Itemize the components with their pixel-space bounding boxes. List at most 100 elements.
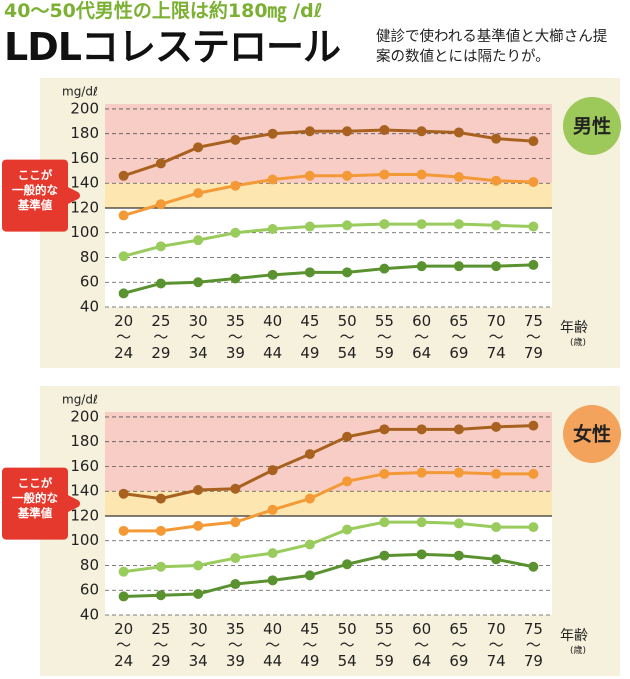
data-point: [342, 559, 353, 570]
series-line: [123, 424, 534, 501]
data-point: [491, 133, 502, 144]
series-line: [123, 520, 534, 574]
data-point: [155, 590, 166, 601]
y-tick-label: 180: [70, 124, 99, 142]
data-point: [193, 588, 204, 599]
x-tick-label: 35 〜 39: [225, 312, 245, 362]
data-point: [193, 142, 204, 153]
x-tick-label: 30 〜 34: [188, 620, 208, 670]
x-tick-label: 75 〜 79: [523, 312, 543, 362]
x-tick-label: 65 〜 69: [449, 620, 469, 670]
data-point: [304, 221, 315, 232]
y-tick-label: 100: [70, 223, 99, 241]
y-tick-label: 40: [80, 606, 99, 624]
data-point: [267, 548, 278, 559]
data-point: [453, 550, 464, 561]
data-point: [155, 493, 166, 504]
data-point: [453, 261, 464, 272]
data-point: [453, 172, 464, 183]
data-point: [416, 169, 427, 180]
data-point: [528, 468, 539, 479]
data-point: [491, 554, 502, 565]
data-point: [304, 267, 315, 278]
x-tick-label: 25 〜 29: [151, 312, 171, 362]
data-point: [416, 467, 427, 478]
badge-label: 男性: [573, 115, 611, 138]
data-point: [155, 525, 166, 536]
y-tick-label: 100: [70, 531, 99, 549]
y-tick-label: 60: [80, 581, 99, 599]
badge: [563, 405, 621, 463]
y-tick-label: 60: [80, 273, 99, 291]
data-point: [230, 134, 241, 145]
data-point: [342, 170, 353, 181]
badge-label: 女性: [573, 423, 611, 446]
data-point: [118, 488, 129, 499]
x-tick-label: 45 〜 49: [300, 312, 320, 362]
data-point: [230, 553, 241, 564]
data-point: [379, 124, 390, 135]
data-point: [155, 561, 166, 572]
data-point: [118, 251, 129, 262]
data-point: [491, 261, 502, 272]
y-tick-label: 140: [70, 482, 99, 500]
series-line: [123, 222, 534, 258]
data-point: [453, 219, 464, 230]
data-point: [528, 136, 539, 147]
series-line: [123, 471, 534, 533]
data-point: [342, 126, 353, 137]
x-tick-label: 50 〜 54: [337, 620, 357, 670]
data-point: [379, 424, 390, 435]
data-point: [491, 175, 502, 186]
data-point: [230, 180, 241, 191]
data-point: [193, 277, 204, 288]
x-tick-label: 50 〜 54: [337, 312, 357, 362]
data-point: [267, 269, 278, 280]
x-unit: (歳): [570, 646, 587, 656]
y-tick-label: 120: [70, 506, 99, 524]
data-point: [304, 539, 315, 550]
y-tick-label: 80: [80, 556, 99, 574]
data-point: [267, 504, 278, 515]
data-point: [193, 560, 204, 571]
data-point: [491, 468, 502, 479]
data-point: [193, 520, 204, 531]
data-point: [342, 267, 353, 278]
y-tick-label: 200: [70, 407, 99, 425]
subtitle: 健診で使われる基準値と大櫛さん提案の数値とには隔たりが。: [376, 29, 608, 65]
data-point: [155, 199, 166, 210]
x-label: 年齢: [560, 320, 588, 336]
data-point: [416, 549, 427, 560]
data-point: [416, 126, 427, 137]
series-line: [123, 263, 534, 295]
data-point: [267, 128, 278, 139]
x-tick-label: 55 〜 59: [374, 312, 394, 362]
data-point: [342, 524, 353, 535]
data-point: [528, 561, 539, 572]
data-point: [379, 219, 390, 230]
data-point: [118, 566, 129, 577]
x-tick-label: 55 〜 59: [374, 620, 394, 670]
data-point: [304, 570, 315, 581]
data-point: [491, 421, 502, 432]
y-tick-label: 160: [70, 457, 99, 475]
x-unit: (歳): [570, 338, 587, 348]
x-tick-label: 45 〜 49: [300, 620, 320, 670]
data-point: [155, 241, 166, 252]
x-tick-label: 70 〜 74: [486, 312, 506, 362]
series-line: [123, 552, 534, 598]
data-point: [379, 517, 390, 528]
data-point: [230, 483, 241, 494]
data-point: [379, 550, 390, 561]
y-tick-label: 140: [70, 174, 99, 192]
data-point: [267, 465, 278, 476]
x-tick-label: 60 〜 64: [412, 620, 432, 670]
data-point: [118, 288, 129, 299]
data-point: [230, 273, 241, 284]
data-point: [416, 517, 427, 528]
x-tick-label: 75 〜 79: [523, 620, 543, 670]
data-point: [491, 522, 502, 533]
y-tick-label: 80: [80, 248, 99, 266]
data-point: [267, 174, 278, 185]
